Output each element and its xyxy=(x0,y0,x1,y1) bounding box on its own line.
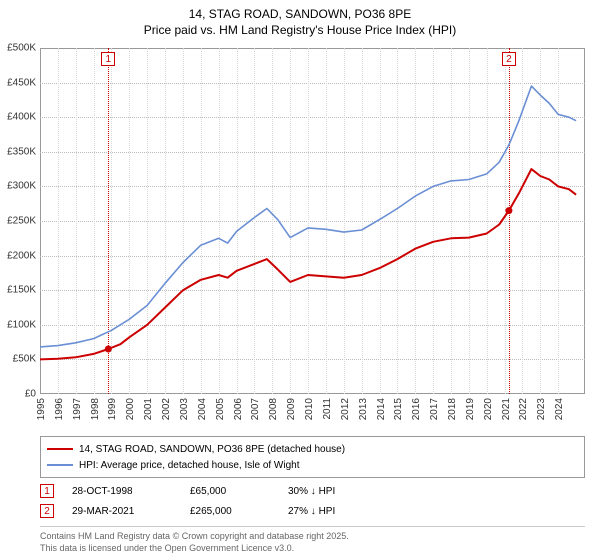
transaction-pct: 27% ↓ HPI xyxy=(288,506,378,517)
series-price_paid xyxy=(40,169,576,359)
legend-swatch xyxy=(47,464,73,466)
transaction-row: 1 28-OCT-1998 £65,000 30% ↓ HPI xyxy=(40,484,585,498)
legend-swatch xyxy=(47,448,73,450)
transaction-marker-dot xyxy=(105,346,112,353)
y-axis-label: £500K xyxy=(0,43,36,54)
chart-container: 14, STAG ROAD, SANDOWN, PO36 8PE Price p… xyxy=(0,0,600,560)
legend-row: HPI: Average price, detached house, Isle… xyxy=(47,457,578,473)
footer: Contains HM Land Registry data © Crown c… xyxy=(40,526,585,554)
y-axis-label: £450K xyxy=(0,77,36,88)
y-axis-label: £300K xyxy=(0,181,36,192)
y-axis-label: £50K xyxy=(0,354,36,365)
footer-line1: Contains HM Land Registry data © Crown c… xyxy=(40,531,585,543)
footer-line2: This data is licensed under the Open Gov… xyxy=(40,543,585,555)
transaction-date: 29-MAR-2021 xyxy=(72,506,172,517)
y-axis-label: £0 xyxy=(0,389,36,400)
legend-area: 14, STAG ROAD, SANDOWN, PO36 8PE (detach… xyxy=(40,436,585,554)
legend-label: 14, STAG ROAD, SANDOWN, PO36 8PE (detach… xyxy=(79,444,345,455)
series-svg xyxy=(40,48,585,394)
title-line1: 14, STAG ROAD, SANDOWN, PO36 8PE xyxy=(0,6,600,22)
transaction-row-marker: 1 xyxy=(40,484,54,498)
transaction-row-marker: 2 xyxy=(40,504,54,518)
transaction-date: 28-OCT-1998 xyxy=(72,486,172,497)
transaction-price: £265,000 xyxy=(190,506,270,517)
transaction-price: £65,000 xyxy=(190,486,270,497)
series-hpi xyxy=(40,86,576,347)
title-line2: Price paid vs. HM Land Registry's House … xyxy=(0,22,600,38)
transaction-row: 2 29-MAR-2021 £265,000 27% ↓ HPI xyxy=(40,504,585,518)
y-axis-label: £250K xyxy=(0,216,36,227)
legend-box: 14, STAG ROAD, SANDOWN, PO36 8PE (detach… xyxy=(40,436,585,478)
transaction-pct: 30% ↓ HPI xyxy=(288,486,378,497)
y-axis-label: £150K xyxy=(0,285,36,296)
y-axis-label: £350K xyxy=(0,146,36,157)
legend-label: HPI: Average price, detached house, Isle… xyxy=(79,460,300,471)
title-block: 14, STAG ROAD, SANDOWN, PO36 8PE Price p… xyxy=(0,0,600,38)
chart-plot-area: £0£50K£100K£150K£200K£250K£300K£350K£400… xyxy=(40,48,585,394)
transaction-marker-dot xyxy=(505,207,512,214)
y-axis-label: £100K xyxy=(0,319,36,330)
legend-row: 14, STAG ROAD, SANDOWN, PO36 8PE (detach… xyxy=(47,441,578,457)
y-axis-label: £400K xyxy=(0,112,36,123)
y-axis-label: £200K xyxy=(0,250,36,261)
